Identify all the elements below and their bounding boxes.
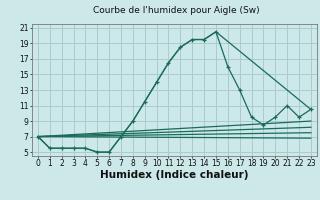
Text: Courbe de l'humidex pour Aigle (Sw): Courbe de l'humidex pour Aigle (Sw) bbox=[93, 6, 259, 15]
X-axis label: Humidex (Indice chaleur): Humidex (Indice chaleur) bbox=[100, 170, 249, 180]
